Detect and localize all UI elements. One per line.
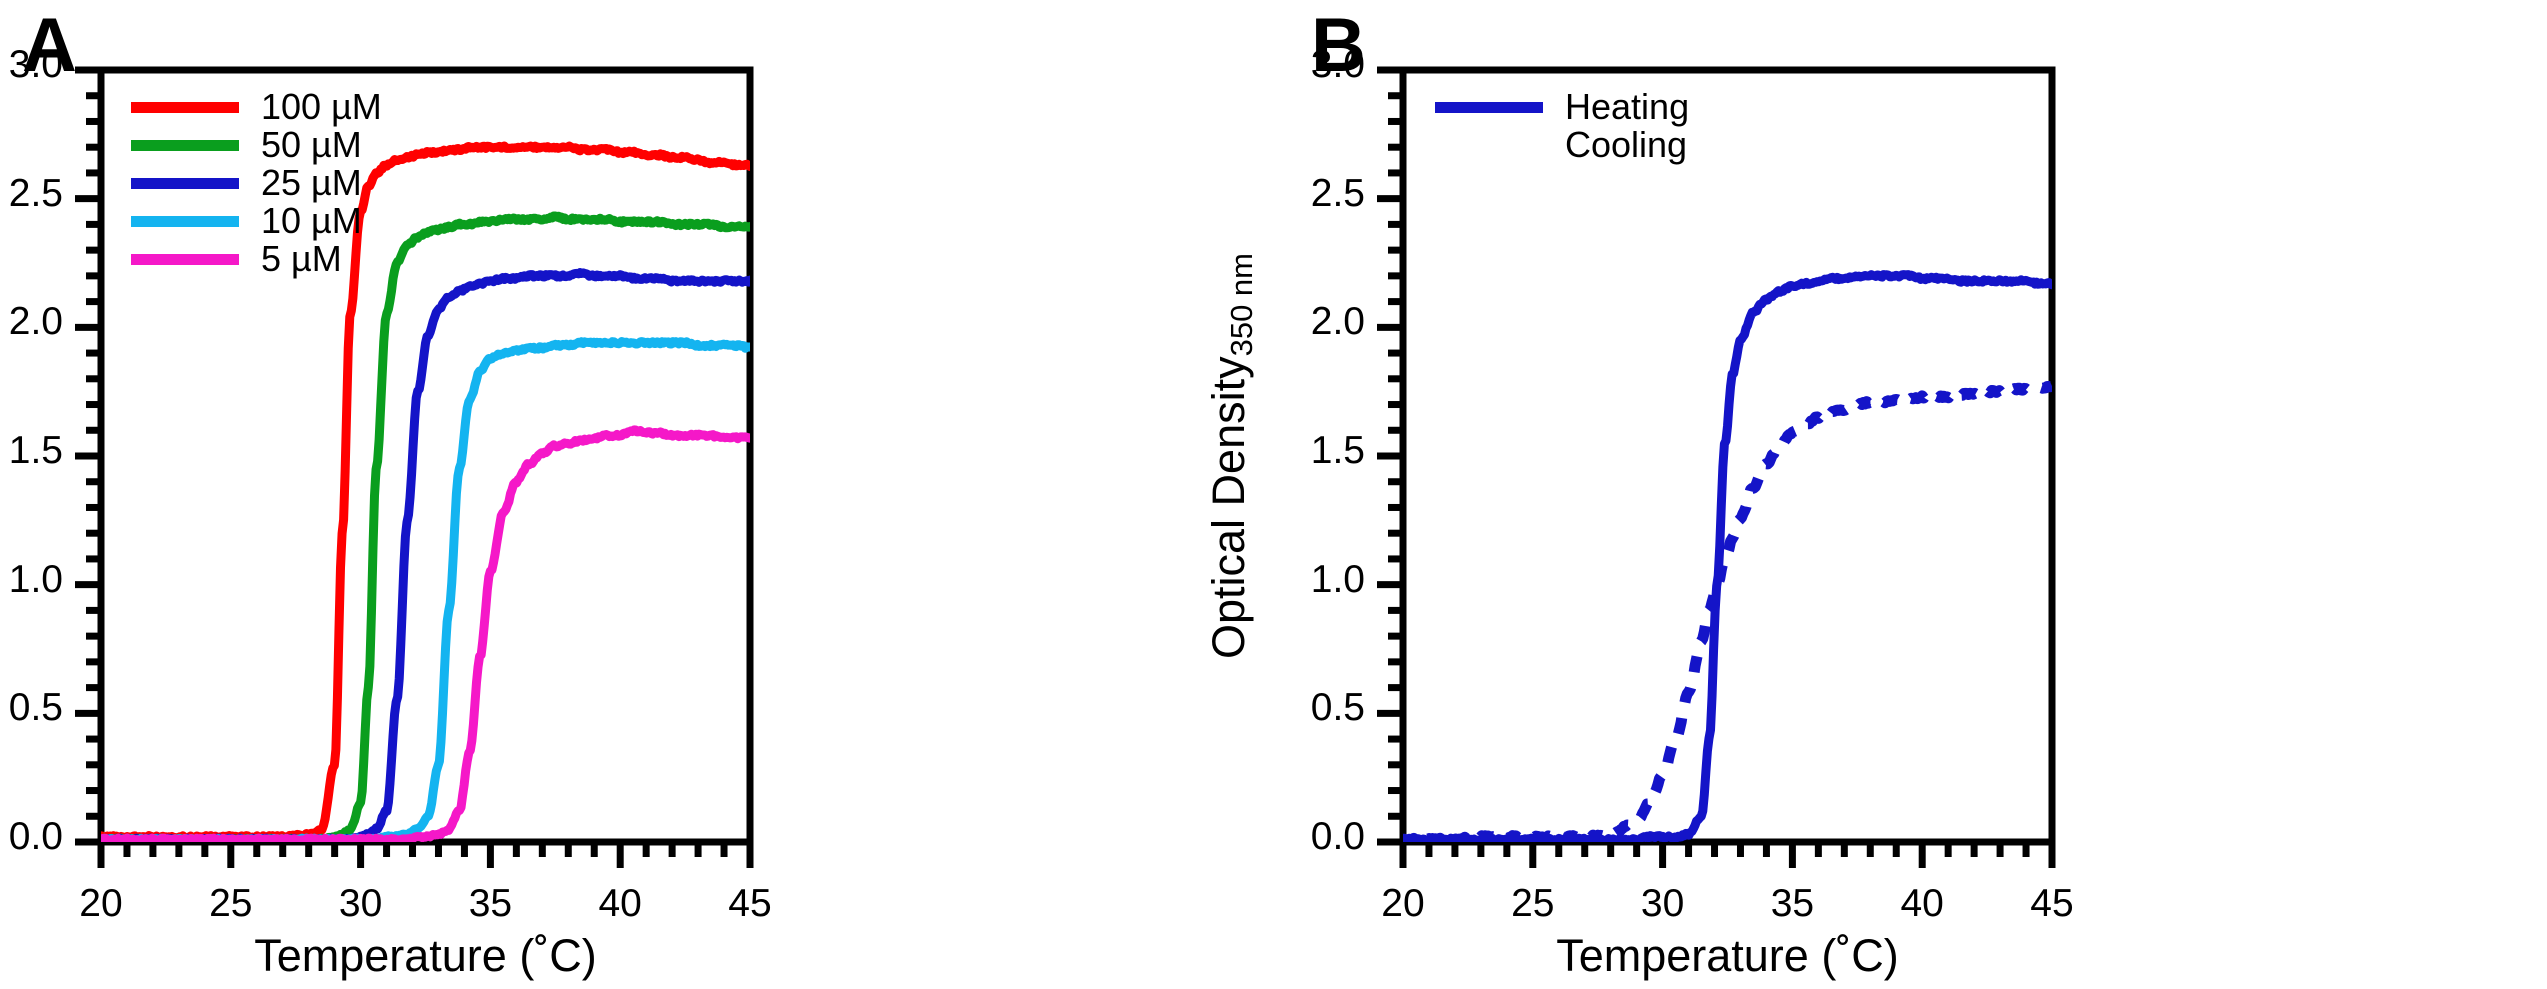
series-group — [101, 141, 750, 842]
y-axis-tick-label: 1.0 — [1310, 557, 1365, 601]
legend-item[interactable]: 25 µM — [131, 164, 382, 202]
legend-item[interactable]: Cooling — [1435, 126, 1689, 164]
series-line — [101, 268, 750, 842]
legend-label: 10 µM — [261, 200, 362, 241]
y-axis-tick-label: 1.0 — [8, 557, 63, 601]
y-axis-tick-label: 0.0 — [1310, 815, 1365, 858]
series-line — [101, 211, 750, 842]
panel-b-legend: Heating Cooling — [1435, 88, 1689, 164]
legend-label: 5 µM — [261, 238, 342, 279]
legend-item[interactable]: Heating — [1435, 88, 1689, 126]
x-axis-tick-label: 35 — [468, 882, 513, 925]
x-axis-tick-label: 30 — [338, 882, 383, 925]
y-axis-tick-label: 3.0 — [1310, 43, 1365, 86]
y-axis-tick-label: 2.5 — [8, 171, 63, 215]
panel-b-letter: B — [1311, 3, 1366, 88]
x-axis-tick-label: 45 — [2030, 882, 2074, 925]
x-axis-tick-label: 30 — [1640, 882, 1685, 925]
x-axis-tick-label: 25 — [209, 882, 253, 925]
x-axis-tick-label: 25 — [1511, 882, 1555, 925]
panel-a-legend: 100 µM 50 µM 25 µM 10 µM 5 µM — [131, 88, 382, 278]
y-axis-tick-label: 2.5 — [1310, 171, 1365, 215]
y-axis-tick-label: 0.0 — [8, 815, 63, 858]
series-line — [101, 425, 750, 842]
y-axis-tick-label: 1.5 — [8, 429, 63, 472]
panel-b-plot — [1377, 66, 2056, 868]
legend-color-swatch — [131, 139, 239, 151]
y-axis-tick-label: 2.0 — [8, 300, 63, 344]
y-axis-tick-label: 2.0 — [1310, 300, 1365, 344]
x-axis-tick-label: 20 — [79, 882, 123, 925]
legend-color-swatch — [131, 215, 239, 227]
legend-item[interactable]: 50 µM — [131, 126, 382, 164]
x-axis-tick-label: 20 — [1381, 882, 1425, 925]
panel-a-letter: A — [22, 3, 77, 88]
panel-b: B Optical Density350 nm Temperature (˚C)… — [1203, 0, 2547, 989]
legend-color-swatch — [1435, 101, 1543, 113]
x-axis-tick-label: 45 — [728, 882, 772, 925]
y-axis-tick-label: 0.5 — [1310, 686, 1365, 730]
series-line — [101, 337, 750, 842]
panel-a: A Optical Density350 nm Temperature (˚C)… — [0, 0, 1273, 989]
panel-a-x-axis-title: Temperature (˚C) — [254, 930, 597, 981]
series-group — [1403, 270, 2052, 842]
legend-label: 25 µM — [261, 162, 362, 203]
legend-color-swatch — [131, 101, 239, 113]
panel-a-plot — [75, 66, 754, 868]
legend-item[interactable]: 10 µM — [131, 202, 382, 240]
legend-item[interactable]: 5 µM — [131, 240, 382, 278]
x-axis-tick-label: 40 — [598, 882, 642, 925]
series-line — [1403, 380, 2052, 842]
legend-color-swatch — [131, 253, 239, 265]
panel-b-x-axis-title: Temperature (˚C) — [1556, 930, 1899, 981]
legend-label: Heating — [1565, 86, 1690, 127]
series-line — [1403, 270, 2052, 842]
legend-item[interactable]: 100 µM — [131, 88, 382, 126]
legend-label: 100 µM — [261, 86, 382, 127]
legend-label: 50 µM — [261, 124, 362, 165]
legend-label: Cooling — [1565, 124, 1688, 165]
y-axis-tick-label: 1.5 — [1310, 429, 1365, 472]
y-axis-tick-label: 3.0 — [8, 43, 63, 86]
x-axis-tick-label: 35 — [1770, 882, 1815, 925]
y-axis-tick-label: 0.5 — [8, 686, 63, 730]
legend-color-swatch — [1435, 140, 1543, 151]
x-axis-tick-label: 40 — [1900, 882, 1944, 925]
legend-color-swatch — [131, 177, 239, 189]
y-axis-title-main: Optical Density — [1203, 356, 1254, 660]
